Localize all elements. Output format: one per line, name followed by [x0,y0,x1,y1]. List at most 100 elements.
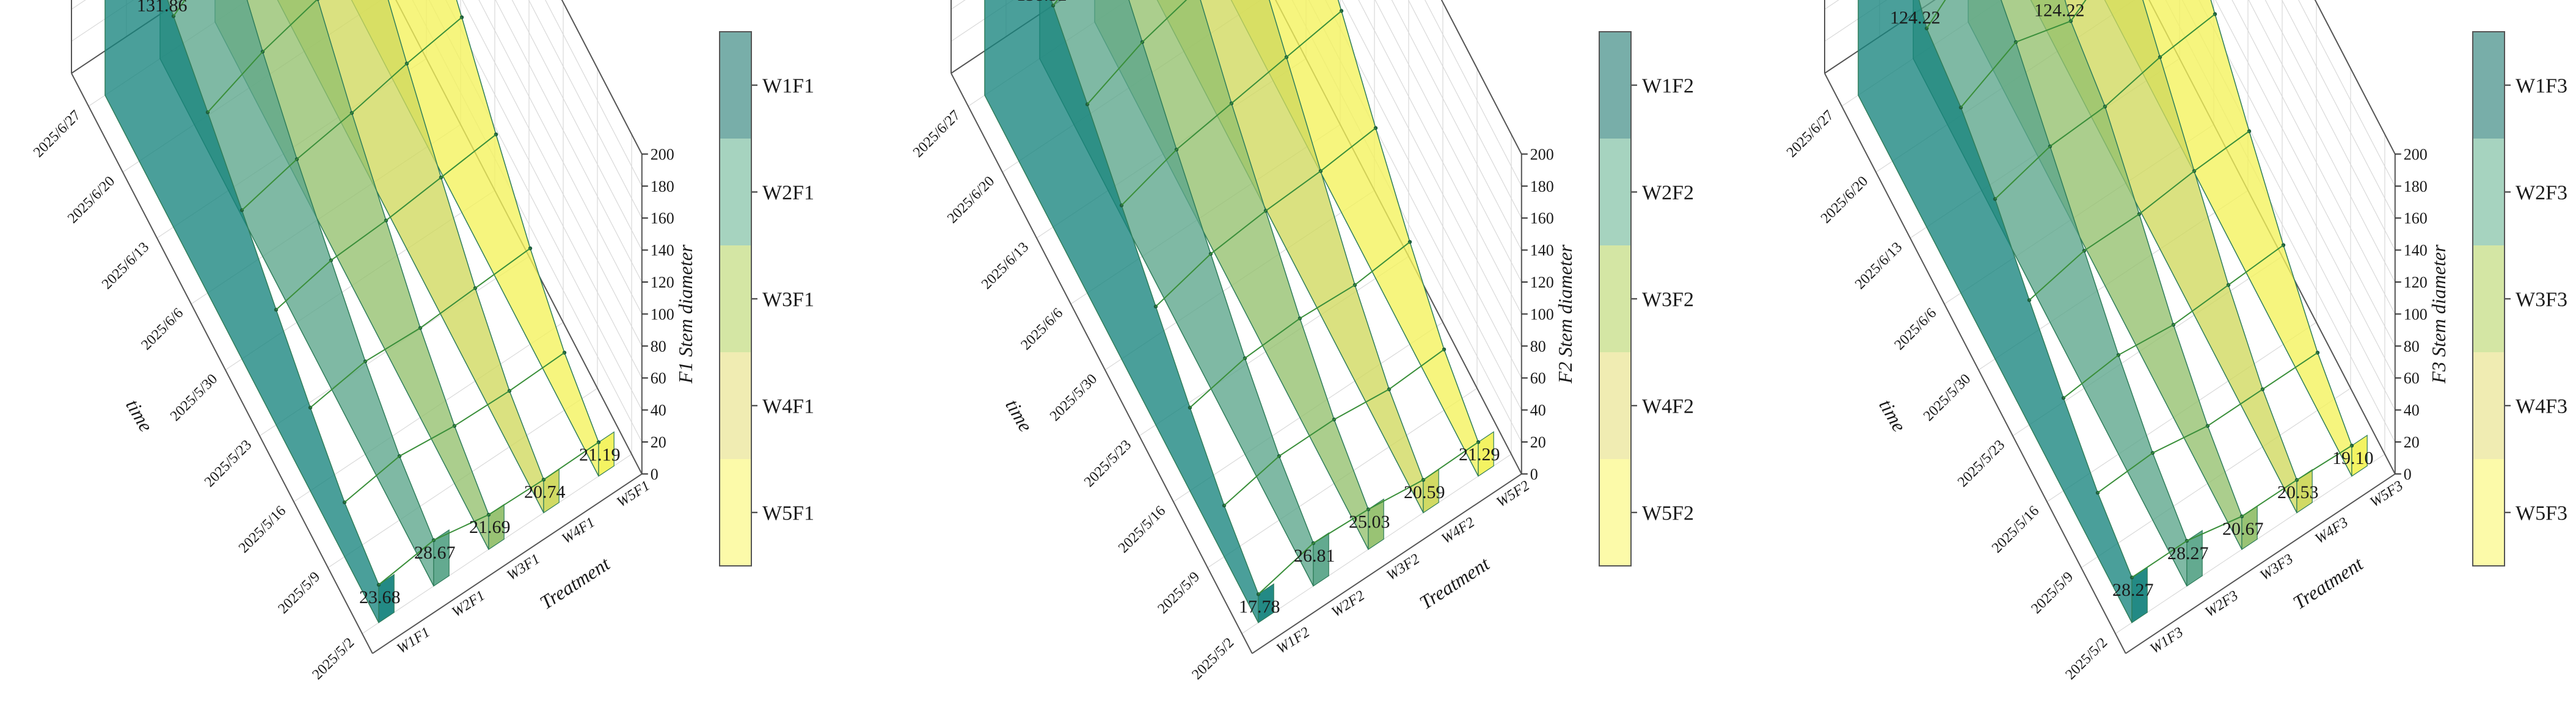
z-tick-label: 180 [1530,178,1554,195]
legend-label: W2F1 [762,182,814,204]
time-tick-label: 2025/6/27 [31,107,84,161]
legend-label: W4F3 [2516,396,2567,418]
data-label: 26.81 [1294,546,1335,566]
z-tick-label: 0 [2404,465,2412,483]
chart-panel-f2: 169.01154.36138.5217.78167.58167.9026.81… [910,0,1694,683]
legend-swatch [720,32,751,139]
treatment-tick-label: W1F3 [2147,624,2186,657]
cross-date-line [1155,127,1376,307]
z-tick-label: 80 [1530,338,1546,355]
time-axis-title: time [1875,396,1911,436]
cross-date-line [2097,352,2318,494]
legend-swatch [2473,459,2505,566]
grid-line [1374,0,1522,283]
time-axis-title: time [122,396,158,436]
series-front-face [2351,435,2368,477]
legend-swatch [720,245,751,352]
z-tick-label: 160 [1530,209,1554,227]
z-tick-label: 60 [651,369,666,387]
series-front-face [598,431,615,477]
time-tick-label: 2025/6/27 [1784,107,1837,161]
legend-label: W4F1 [762,396,814,418]
legend-swatch [2473,32,2505,139]
data-label: 20.53 [2277,482,2319,502]
series-front-face [433,529,450,587]
treatment-tick-label: W1F1 [394,624,432,657]
time-tick-label: 2025/5/2 [2063,635,2111,683]
axis-frame-edge [2125,473,2396,654]
legend-swatch [720,459,751,566]
cross-date-line [310,247,531,408]
grid-line [445,0,643,378]
z-tick-label: 60 [1530,369,1546,387]
treatment-tick-label: W3F1 [504,551,542,584]
data-label: 20.59 [1404,482,1445,502]
z-tick-label: 20 [1530,433,1546,451]
grid-line [1391,0,1522,250]
z-tick-label: 140 [1530,242,1554,259]
legend-label: W5F2 [1642,502,1694,525]
legend-swatch [1599,459,1631,566]
grid-line [462,0,643,347]
cross-date-line [344,352,565,503]
grid-line [545,0,643,187]
time-tick-label: 2025/6/13 [99,239,152,292]
time-tick-label: 2025/6/13 [979,239,1032,292]
data-label: 28.67 [414,543,456,563]
axis-frame-edge [372,473,643,654]
cross-date-line [1189,241,1410,408]
time-tick-label: 2025/5/30 [1047,371,1100,424]
grid-line [2198,0,2396,378]
data-label: 124.22 [1890,8,1941,28]
legend-swatch [720,139,751,245]
z-tick-label: 40 [1530,402,1546,419]
z-tick-label: 80 [651,338,666,355]
axis-frame-edge [2314,0,2396,154]
legend-label: W3F1 [762,289,814,311]
axis-frame-edge [561,0,643,154]
z-tick-label: 180 [2404,178,2428,195]
z-tick-label: 180 [651,178,674,195]
data-label: 131.86 [137,0,188,16]
grid-line [2298,0,2396,187]
z-tick-label: 200 [651,145,674,163]
cross-date-line [2029,131,2250,301]
legend-label: W3F3 [2516,289,2567,311]
legend-swatch [1599,139,1631,245]
treatment-tick-label: W3F3 [2257,551,2296,584]
legend-border [719,31,752,566]
data-label: 25.03 [1349,512,1390,532]
series-area-W1F2 [984,0,1259,623]
cross-date-line [1258,441,1479,595]
time-tick-label: 2025/5/23 [1081,437,1134,490]
treatment-tick-label: W2F1 [449,588,487,621]
time-tick-label: 2025/5/23 [202,437,255,490]
legend: W1F3 W2F3 W3F3 W4F3 W5F3 [2472,31,2567,566]
treatment-tick-label: W5F3 [2367,478,2406,511]
z-tick-label: 40 [2404,402,2420,419]
data-label: 20.67 [2222,519,2264,539]
axis-frame-edge [1440,0,1522,154]
time-tick-label: 2025/6/6 [139,305,187,353]
treatment-tick-label: W2F2 [1329,588,1367,621]
legend-border [2472,31,2505,566]
time-tick-label: 2025/6/20 [1818,173,1871,226]
z-tick-label: 140 [2404,242,2428,259]
treatment-tick-label: W2F3 [2202,588,2241,621]
z-tick-label: 20 [2404,433,2420,451]
time-tick-label: 2025/6/6 [1018,305,1067,353]
data-label: 138.52 [1016,0,1067,5]
z-tick-label: 120 [651,273,674,291]
cross-date-line [1224,349,1445,506]
treatment-tick-label: W4F1 [559,515,597,548]
cross-date-line [1994,13,2216,200]
z-tick-label: 120 [1530,273,1554,291]
treatment-tick-label: W1F2 [1274,624,1312,657]
cross-date-line [1960,0,2087,108]
time-tick-label: 2025/6/13 [1852,239,1905,292]
data-label: 21.29 [1459,444,1500,465]
z-tick-label: 0 [1530,465,1538,483]
legend-label: W1F1 [762,75,814,98]
time-tick-label: 2025/5/30 [1921,371,1974,424]
treatment-tick-label: W4F3 [2312,515,2351,548]
